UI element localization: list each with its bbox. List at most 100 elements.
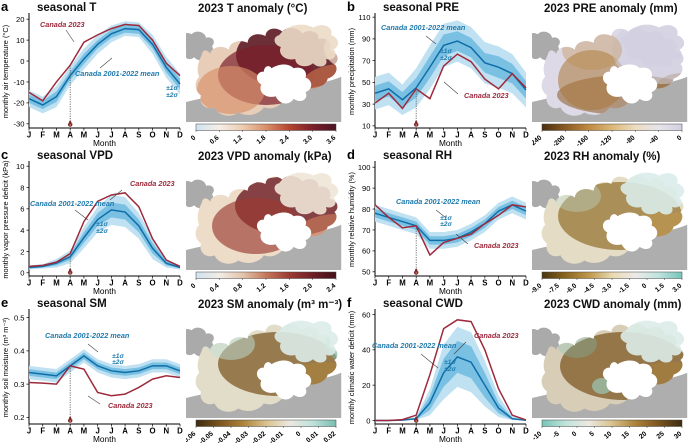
- svg-text:M: M: [399, 279, 406, 288]
- svg-text:-9.0: -9.0: [532, 282, 543, 295]
- svg-text:0: 0: [571, 430, 579, 438]
- svg-text:S: S: [136, 131, 141, 140]
- svg-text:-10: -10: [14, 78, 25, 87]
- svg-text:S: S: [482, 131, 487, 140]
- svg-text:e: e: [1, 296, 8, 310]
- svg-text:Month: Month: [93, 434, 116, 444]
- svg-text:60: 60: [362, 310, 370, 319]
- svg-text:A: A: [122, 427, 128, 436]
- svg-text:monthly air temperature (°C): monthly air temperature (°C): [1, 25, 10, 118]
- svg-text:seasonal VPD: seasonal VPD: [37, 150, 113, 162]
- svg-text:S: S: [482, 427, 487, 436]
- svg-text:3.0: 3.0: [672, 282, 684, 294]
- svg-text:seasonal T: seasonal T: [37, 2, 96, 14]
- svg-text:seasonal SM: seasonal SM: [37, 298, 107, 310]
- svg-text:-4.5: -4.5: [582, 282, 596, 295]
- svg-text:Month: Month: [93, 138, 116, 148]
- svg-text:-30: -30: [14, 120, 25, 129]
- svg-text:Canada 2001-2022 mean: Canada 2001-2022 mean: [75, 69, 160, 78]
- svg-text:0: 0: [20, 57, 24, 66]
- svg-text:±2σ: ±2σ: [96, 228, 108, 235]
- svg-text:-1.5: -1.5: [617, 282, 631, 295]
- svg-text:0: 0: [641, 282, 649, 290]
- svg-text:6: 6: [20, 205, 24, 214]
- svg-text:1.2: 1.2: [256, 282, 268, 294]
- svg-text:seasonal RH: seasonal RH: [383, 150, 452, 162]
- svg-text:-160: -160: [575, 134, 590, 148]
- svg-text:O: O: [496, 279, 502, 288]
- svg-text:A: A: [122, 279, 128, 288]
- svg-text:A: A: [67, 131, 73, 140]
- svg-text:-3.0: -3.0: [600, 282, 614, 295]
- svg-text:O: O: [496, 427, 502, 436]
- svg-text:O: O: [150, 131, 156, 140]
- svg-text:A: A: [67, 279, 73, 288]
- svg-text:10: 10: [16, 36, 24, 45]
- svg-text:4: 4: [20, 226, 24, 235]
- svg-text:15: 15: [620, 430, 630, 440]
- svg-text:c: c: [1, 148, 8, 162]
- svg-text:A: A: [468, 427, 474, 436]
- svg-text:2023 VPD anomaly (kPa): 2023 VPD anomaly (kPa): [198, 151, 332, 163]
- svg-text:J: J: [373, 131, 377, 140]
- svg-text:M: M: [53, 427, 60, 436]
- svg-text:0: 0: [676, 134, 684, 142]
- svg-text:F: F: [386, 131, 391, 140]
- svg-text:110: 110: [358, 13, 370, 22]
- svg-text:±1σ: ±1σ: [440, 48, 452, 55]
- svg-text:Canada 2023: Canada 2023: [474, 331, 519, 340]
- svg-text:0.3: 0.3: [14, 380, 25, 389]
- svg-text:F: F: [386, 427, 391, 436]
- svg-text:70: 70: [362, 56, 370, 65]
- svg-text:F: F: [40, 131, 45, 140]
- svg-text:N: N: [509, 427, 515, 436]
- svg-text:d: d: [347, 148, 355, 162]
- svg-text:J: J: [373, 427, 377, 436]
- svg-text:Canada 2023: Canada 2023: [474, 241, 519, 250]
- svg-text:J: J: [27, 131, 31, 140]
- svg-text:F: F: [40, 427, 45, 436]
- svg-text:0.2: 0.2: [14, 413, 25, 422]
- svg-text:F: F: [386, 279, 391, 288]
- svg-text:M: M: [81, 131, 88, 140]
- svg-text:20: 20: [16, 15, 24, 24]
- svg-text:S: S: [482, 279, 487, 288]
- svg-text:N: N: [163, 131, 169, 140]
- svg-text:M: M: [53, 131, 60, 140]
- svg-text:-120: -120: [598, 134, 613, 148]
- svg-text:2023 PRE anomaly (mm): 2023 PRE anomaly (mm): [544, 3, 678, 15]
- svg-text:-7.5: -7.5: [547, 282, 561, 295]
- svg-text:0.8: 0.8: [232, 282, 244, 294]
- svg-text:J: J: [27, 279, 31, 288]
- svg-text:10: 10: [16, 162, 24, 171]
- svg-text:0.01: 0.01: [305, 430, 320, 444]
- svg-text:monthly climatic water deficit: monthly climatic water deficit (mm): [347, 311, 356, 424]
- svg-text:-6.0: -6.0: [565, 282, 579, 295]
- svg-text:M: M: [53, 279, 60, 288]
- svg-text:0: 0: [20, 269, 24, 278]
- svg-text:-0.05: -0.05: [198, 430, 215, 444]
- svg-text:A: A: [468, 279, 474, 288]
- svg-text:1.5: 1.5: [654, 282, 666, 294]
- svg-text:±1σ: ±1σ: [96, 221, 108, 228]
- svg-text:2023 SM anomaly (m³ m⁻³): 2023 SM anomaly (m³ m⁻³): [198, 299, 342, 311]
- svg-text:M: M: [399, 427, 406, 436]
- svg-text:20: 20: [638, 430, 648, 440]
- svg-text:Canada 2001-2022 mean: Canada 2001-2022 mean: [396, 197, 481, 206]
- svg-text:2: 2: [20, 247, 24, 256]
- svg-text:monthly precipitation (mm): monthly precipitation (mm): [347, 28, 356, 115]
- svg-text:monthly soil moisture (m³ m⁻³): monthly soil moisture (m³ m⁻³): [1, 318, 10, 418]
- svg-text:A: A: [413, 131, 419, 140]
- svg-text:10: 10: [362, 122, 370, 131]
- svg-text:5: 5: [588, 430, 596, 438]
- svg-text:90: 90: [362, 35, 370, 44]
- svg-text:N: N: [509, 131, 515, 140]
- svg-text:-0.04: -0.04: [216, 430, 233, 444]
- svg-text:±1σ: ±1σ: [444, 359, 456, 366]
- svg-text:-20: -20: [14, 99, 25, 108]
- svg-text:±2σ: ±2σ: [166, 92, 178, 99]
- svg-text:D: D: [177, 279, 183, 288]
- svg-text:-0.01: -0.01: [268, 430, 285, 444]
- svg-text:monthly vapor pressure deficit: monthly vapor pressure deficit (kPa): [1, 160, 10, 278]
- svg-text:-0.06: -0.06: [186, 430, 197, 444]
